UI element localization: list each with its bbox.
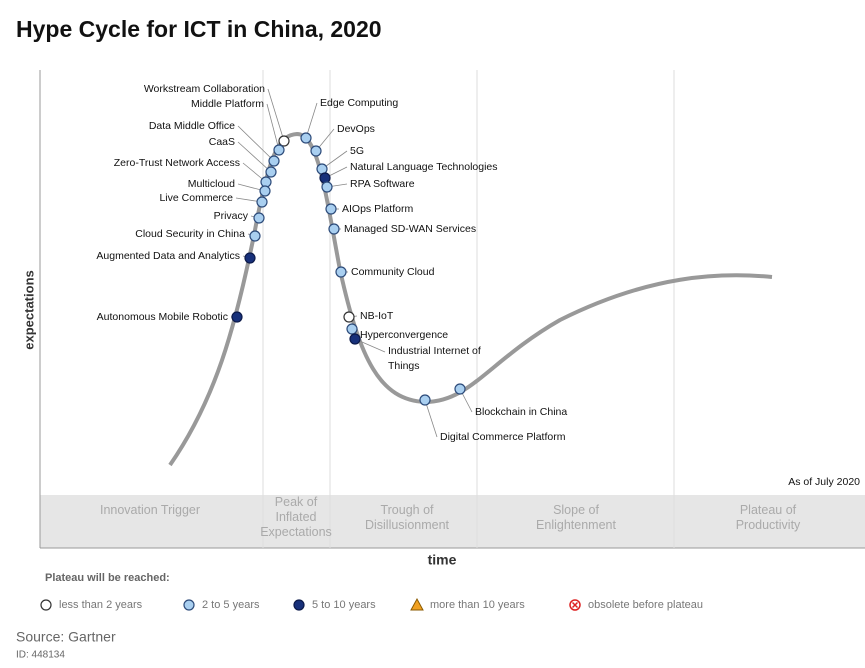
hype-curve [168, 131, 773, 467]
tech-label: Live Commerce [159, 192, 233, 204]
as-of: As of July 2020 [788, 476, 860, 488]
tech-label: Multicloud [188, 178, 235, 190]
legend-label: 5 to 10 years [312, 599, 376, 611]
tech-marker [278, 135, 290, 147]
tech-label: Augmented Data and Analytics [96, 250, 240, 262]
leader-line [267, 88, 285, 142]
phase-label: Trough of Disillusionment [364, 503, 450, 532]
tech-marker [454, 383, 466, 395]
phase-label-text: Plateau of Productivity [735, 503, 801, 532]
phase-label: Innovation Trigger [99, 503, 201, 517]
tech-marker [335, 266, 347, 278]
tech-marker [268, 155, 280, 167]
tech-label: AIOps Platform [342, 203, 413, 215]
tech-marker [256, 196, 268, 208]
tech-label: NB-IoT [360, 310, 394, 322]
tech-marker [249, 230, 261, 242]
tech-marker [231, 311, 243, 323]
tech-label: Cloud Security in China [135, 228, 245, 240]
tech-label: Workstream Collaboration [144, 83, 265, 95]
phase-label-text: Innovation Trigger [99, 503, 201, 517]
tech-label: Autonomous Mobile Robotic [97, 311, 228, 323]
tech-marker [319, 172, 331, 184]
legend-marker [183, 599, 195, 611]
tech-marker [328, 223, 340, 235]
phase-label-text: Trough of Disillusionment [364, 503, 450, 532]
tech-label: Digital Commerce Platform [440, 431, 566, 443]
legend-marker [40, 599, 52, 611]
y-axis-label: expectations [21, 270, 36, 349]
legend-marker [293, 599, 305, 611]
phase-label: Slope of Enlightenment [536, 503, 616, 532]
tech-label: 5G [350, 145, 364, 157]
tech-label: Hyperconvergence [360, 329, 448, 341]
phase-label: Plateau of Productivity [735, 503, 801, 532]
tech-marker [310, 145, 322, 157]
tech-label: Managed SD-WAN Services [344, 223, 476, 235]
tech-label: Blockchain in China [475, 406, 567, 418]
legend-marker [571, 601, 579, 609]
legend-marker [410, 597, 424, 611]
tech-label: Community Cloud [351, 266, 435, 278]
phase-label-text: Slope of Enlightenment [536, 503, 616, 532]
phase-label-text: Peak of Inflated Expectations [260, 495, 332, 539]
legend-label: obsolete before plateau [588, 599, 703, 611]
tech-marker [244, 252, 256, 264]
tech-marker [419, 394, 431, 406]
legend-label: more than 10 years [430, 599, 525, 611]
tech-label: Edge Computing [320, 97, 398, 109]
legend-label: 2 to 5 years [202, 599, 260, 611]
leader-line [266, 103, 280, 151]
leader-line [237, 125, 275, 162]
tech-marker [325, 203, 337, 215]
tech-marker [346, 323, 358, 335]
tech-label: Industrial Internet of Things [388, 345, 481, 372]
leader-line [237, 141, 272, 173]
tech-marker [349, 333, 361, 345]
x-axis-label: time [428, 552, 457, 568]
tech-label: DevOps [337, 123, 375, 135]
title: Hype Cycle for ICT in China, 2020 [16, 16, 382, 42]
legend-title: Plateau will be reached: [45, 572, 170, 584]
phase-label: Peak of Inflated Expectations [260, 495, 332, 539]
tech-marker [259, 185, 271, 197]
phase-band [40, 495, 865, 548]
legend-label: less than 2 years [59, 599, 143, 611]
tech-marker [300, 132, 312, 144]
tech-marker [265, 166, 277, 178]
tech-label-text: Industrial Internet of Things [388, 345, 481, 372]
leader-line [424, 399, 438, 438]
tech-label: Natural Language Technologies [350, 161, 498, 173]
tech-label: Data Middle Office [149, 120, 235, 132]
doc-id: ID: 448134 [16, 650, 65, 661]
tech-marker [343, 311, 355, 323]
tech-label: Zero-Trust Network Access [114, 157, 240, 169]
tech-label: Privacy [214, 210, 249, 222]
tech-marker [273, 144, 285, 156]
source: Source: Gartner [16, 629, 116, 645]
tech-marker [321, 181, 333, 193]
tech-label: RPA Software [350, 178, 415, 190]
tech-label: CaaS [209, 136, 235, 148]
phase-dividers [262, 70, 675, 548]
tech-label: Middle Platform [191, 98, 264, 110]
tech-marker [253, 212, 265, 224]
leader-line [305, 102, 318, 139]
